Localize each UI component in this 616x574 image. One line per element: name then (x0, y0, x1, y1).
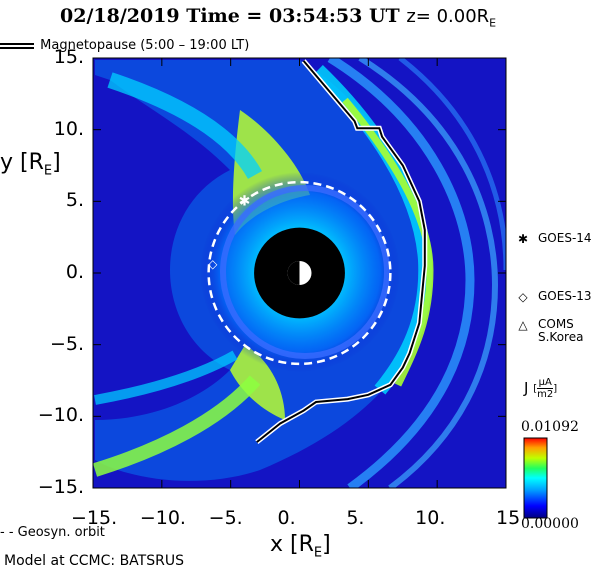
magnetopause-legend-swatch (0, 42, 34, 49)
earth-day-night-icon (287, 261, 312, 285)
x-tick-label: 0. (277, 507, 296, 529)
sat-legend-coms: △ COMS S.Korea (516, 318, 583, 344)
title-time: 03:54:53 (268, 5, 363, 27)
geosyn-legend: - - Geosyn. orbit (0, 525, 105, 540)
title-time-label: Time = (186, 5, 263, 27)
y-tick-label: −10. (37, 404, 84, 427)
field-ring-inner (220, 185, 390, 359)
y-tick-label: −5. (49, 332, 84, 355)
field-arc-2 (358, 58, 499, 488)
colorbar-title: J [μA m2] (524, 377, 558, 400)
field-arc-1 (327, 58, 475, 488)
sat-legend-goes14: ✱ GOES-14 (517, 231, 592, 247)
model-credit: Model at CCMC: BATSRUS (4, 553, 184, 569)
title-unit: UT (368, 5, 400, 27)
axis-ticks (92, 57, 507, 489)
field-flank-north (107, 72, 262, 180)
triangle-icon: △ (518, 318, 528, 332)
colorbar (523, 437, 548, 519)
field-arc-3 (398, 58, 506, 271)
field-tail-south (93, 375, 261, 477)
plot-title: 02/18/2019 Time = 03:54:53 UT z= 0.00RE (60, 5, 496, 30)
y-tick-label: 5. (65, 189, 84, 212)
magnetopause-legend-label: Magnetopause (5:00 – 19:00 LT) (40, 38, 250, 53)
y-tick-label: 10. (53, 117, 84, 140)
colorbar-min: 0.00000 (521, 516, 579, 532)
sat-legend-goes13: ◇ GOES-13 (516, 290, 591, 305)
y-tick-label: −15. (37, 476, 84, 498)
x-tick-label: 5. (346, 507, 365, 529)
x-tick-label: −5. (208, 507, 243, 529)
colorbar-max: 0.01092 (521, 419, 579, 435)
x-tick-label: −10. (139, 507, 186, 529)
field-tail-south-2 (94, 350, 238, 405)
x-tick-label: 10. (415, 507, 446, 529)
goes-13-marker: ◇ (208, 257, 218, 271)
x-tick-label: 15 (496, 507, 521, 529)
goes-14-marker: ✱ (239, 193, 251, 209)
title-z: z= 0.00RE (406, 6, 497, 30)
y-axis-label: y [RE] (0, 150, 61, 179)
x-tick-label: −15. (71, 507, 118, 529)
y-tick-label: 15. (53, 46, 84, 68)
asterisk-icon: ✱ (517, 232, 529, 246)
coms-label-line: COMS (538, 317, 574, 331)
coms-label-line: S.Korea (538, 330, 584, 344)
title-date: 02/18/2019 (60, 5, 180, 27)
y-tick-label: 0. (65, 261, 84, 283)
magnetopause-legend: Magnetopause (5:00 – 19:00 LT) (0, 38, 249, 53)
magnetopause-line (256, 60, 426, 443)
x-axis-label: x [RE] (270, 532, 331, 561)
diamond-icon: ◇ (518, 290, 528, 304)
field-band-high (342, 97, 434, 387)
geosyn-orbit (207, 180, 392, 366)
